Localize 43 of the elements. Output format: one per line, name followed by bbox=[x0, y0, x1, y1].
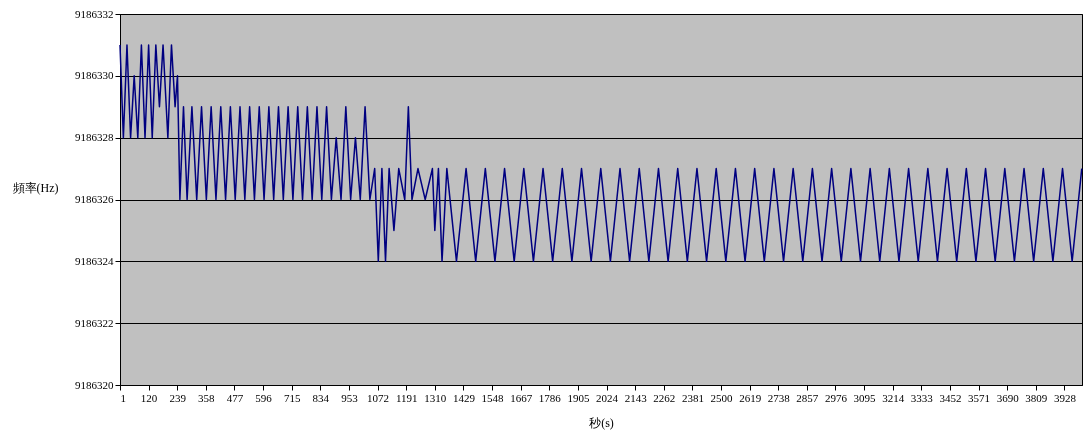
x-tick-label: 2976 bbox=[824, 391, 848, 404]
x-tick-label: 3571 bbox=[968, 391, 991, 404]
x-tick-label: 3095 bbox=[853, 391, 877, 404]
x-tick-label: 2500 bbox=[710, 391, 734, 404]
y-tick-label: 9186326 bbox=[75, 193, 114, 205]
x-tick-label: 2024 bbox=[596, 391, 619, 404]
x-tick-label: 2857 bbox=[796, 391, 819, 404]
x-tick-label: 1 bbox=[120, 391, 126, 404]
x-tick-label: 2143 bbox=[624, 391, 648, 404]
x-tick-label: 3333 bbox=[910, 391, 934, 404]
x-axis-title: 秒(s) bbox=[589, 415, 614, 430]
y-tick-label: 9186322 bbox=[75, 316, 114, 329]
x-tick-label: 2381 bbox=[681, 391, 704, 404]
x-tick-label: 2262 bbox=[653, 391, 676, 404]
x-tick-label: 715 bbox=[283, 391, 301, 404]
x-tick-label: 3452 bbox=[939, 391, 962, 404]
x-tick-label: 3214 bbox=[882, 391, 905, 404]
x-tick-label: 477 bbox=[226, 391, 244, 404]
y-tick-label: 9186332 bbox=[75, 7, 114, 20]
x-tick-label: 120 bbox=[140, 391, 158, 404]
y-tick-label: 9186330 bbox=[75, 69, 114, 82]
x-tick-label: 2619 bbox=[739, 391, 762, 404]
x-tick-label: 834 bbox=[312, 391, 330, 404]
x-tick-label: 1191 bbox=[395, 391, 418, 404]
x-tick-label: 1548 bbox=[481, 391, 505, 404]
x-tick-label: 3809 bbox=[1025, 391, 1048, 404]
x-tick-label: 358 bbox=[198, 391, 216, 404]
x-tick-label: 1786 bbox=[538, 391, 562, 404]
x-tick-label: 2738 bbox=[767, 391, 791, 404]
y-tick-label: 9186328 bbox=[75, 131, 114, 144]
x-tick-label: 1667 bbox=[510, 391, 533, 404]
x-tick-label: 596 bbox=[255, 391, 273, 404]
x-tick-label: 239 bbox=[169, 391, 187, 404]
y-tick-label: 9186320 bbox=[75, 378, 114, 391]
x-tick-label: 1310 bbox=[424, 391, 447, 404]
y-tick-label: 9186324 bbox=[75, 254, 114, 267]
y-axis-title: 頻率(Hz) bbox=[12, 180, 59, 195]
x-tick-label: 1072 bbox=[367, 391, 390, 404]
x-tick-label: 3690 bbox=[996, 391, 1020, 404]
x-tick-label: 3928 bbox=[1053, 391, 1077, 404]
x-tick-label: 953 bbox=[341, 391, 359, 404]
x-tick-label: 1429 bbox=[452, 391, 476, 404]
x-tick-label: 1905 bbox=[567, 391, 590, 404]
